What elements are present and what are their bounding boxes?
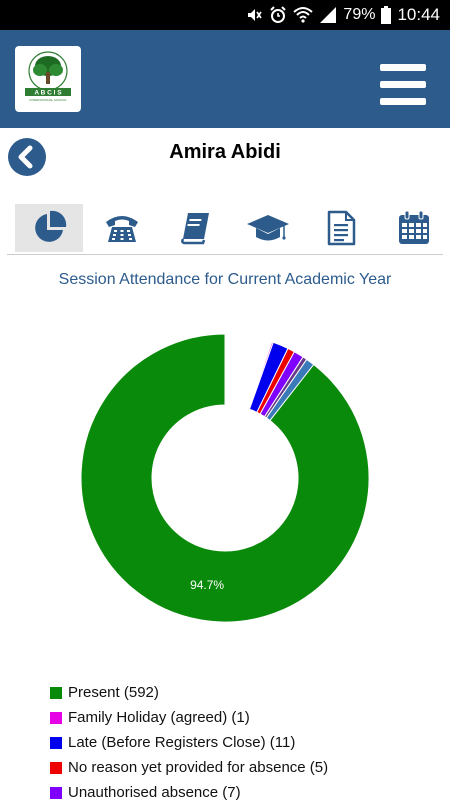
status-icons: 79% 10:44 xyxy=(245,0,440,30)
tab-calendar[interactable] xyxy=(380,204,448,252)
chart-legend: Present (592) Family Holiday (agreed) (1)… xyxy=(50,680,450,805)
wifi-icon xyxy=(293,7,314,23)
mute-icon xyxy=(248,9,263,21)
legend-label: Family Holiday (agreed) (1) xyxy=(68,709,250,726)
graduation-cap-icon xyxy=(247,215,289,241)
tab-homework[interactable] xyxy=(161,204,229,252)
attendance-donut-chart: 94.7% xyxy=(80,333,370,623)
tab-reports[interactable] xyxy=(307,204,375,252)
menu-button[interactable] xyxy=(378,64,428,106)
alarm-icon xyxy=(270,6,287,23)
legend-swatch xyxy=(50,761,62,774)
legend-swatch xyxy=(50,686,62,699)
slice-percent-label: 94.7% xyxy=(190,578,224,592)
book-icon xyxy=(181,213,209,245)
legend-swatch xyxy=(50,786,62,799)
back-button[interactable] xyxy=(8,138,46,176)
chevron-left-icon xyxy=(18,145,33,169)
battery-icon xyxy=(381,6,392,24)
calendar-icon xyxy=(399,210,429,244)
document-icon xyxy=(327,210,356,246)
tab-bar xyxy=(7,202,443,255)
school-logo[interactable]: A B C I S INTERNATIONAL SCHOOL xyxy=(15,46,81,112)
app-header: A B C I S INTERNATIONAL SCHOOL xyxy=(0,30,450,128)
tab-grades[interactable] xyxy=(234,204,302,252)
legend-label: Late (Before Registers Close) (11) xyxy=(68,734,296,751)
battery-percent: 79% xyxy=(343,6,376,23)
legend-item[interactable]: Present (592) xyxy=(50,680,450,705)
status-bar: 79% 10:44 xyxy=(0,0,450,30)
menu-bar xyxy=(380,81,426,88)
pie-chart-icon xyxy=(35,210,67,242)
legend-label: No reason yet provided for absence (5) xyxy=(68,759,329,776)
legend-label: Present (592) xyxy=(68,684,159,701)
pie-slice-unlabeled-6[interactable] xyxy=(265,358,315,422)
chart-title: Session Attendance for Current Academic … xyxy=(58,271,392,288)
svg-text:A B C I S: A B C I S xyxy=(34,90,62,97)
legend-item[interactable]: No reason yet provided for absence (5) xyxy=(50,755,450,780)
legend-item[interactable]: Unauthorised absence (7) xyxy=(50,780,450,805)
legend-item[interactable]: Family Holiday (agreed) (1) xyxy=(50,705,450,730)
student-name: Amira Abidi xyxy=(169,141,281,163)
signal-icon xyxy=(320,7,337,23)
legend-item[interactable]: Late (Before Registers Close) (11) xyxy=(50,730,450,755)
phone-icon xyxy=(106,216,138,242)
legend-swatch xyxy=(50,736,62,749)
legend-label: Unauthorised absence (7) xyxy=(68,784,241,801)
menu-bar xyxy=(380,98,426,105)
tab-contacts[interactable] xyxy=(88,204,156,252)
svg-text:INTERNATIONAL SCHOOL: INTERNATIONAL SCHOOL xyxy=(29,98,67,102)
pie-slice-present[interactable] xyxy=(80,333,370,623)
legend-swatch xyxy=(50,711,62,724)
tab-attendance[interactable] xyxy=(15,204,83,252)
clock: 10:44 xyxy=(397,5,440,24)
menu-bar xyxy=(380,64,426,71)
